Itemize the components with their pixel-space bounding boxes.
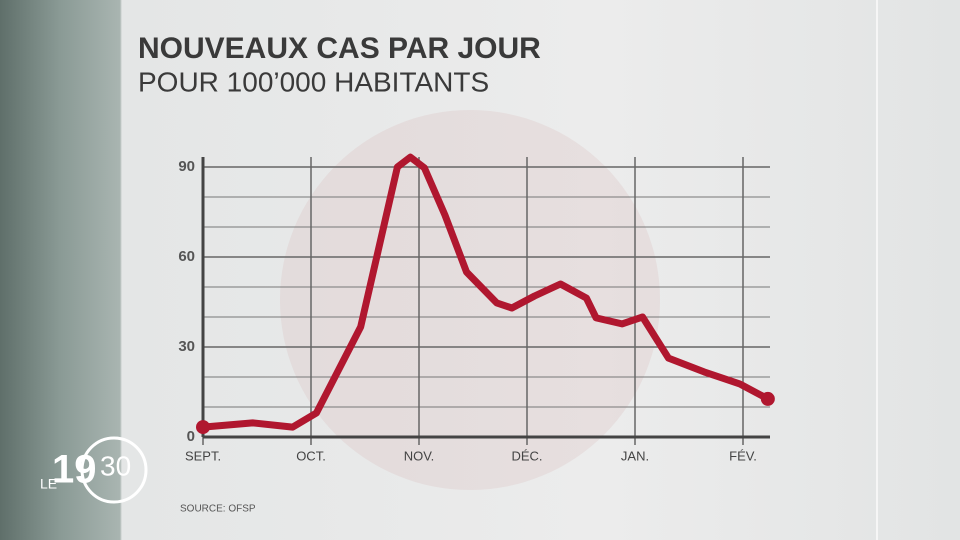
- x-tick-label: DÉC.: [511, 448, 542, 463]
- x-tick-label: OCT.: [296, 448, 326, 463]
- y-tick-label: 60: [178, 248, 195, 265]
- y-tick-label: 30: [178, 338, 195, 355]
- logo-hour: 19: [52, 448, 97, 492]
- logo-minute: 30: [100, 450, 131, 481]
- source: SOURCE: OFSP: [180, 504, 256, 515]
- end-marker: [760, 391, 775, 406]
- logo-ring: [80, 436, 148, 504]
- x-tick-label: FÉV.: [729, 448, 757, 463]
- y-tick-label: 90: [178, 158, 195, 175]
- logo-prefix: LE: [40, 476, 57, 492]
- chart-subtitle: POUR 100’000 HABITANTS: [138, 66, 489, 97]
- chart-title: NOUVEAUX CAS PAR JOUR: [138, 32, 541, 65]
- x-tick-label: NOV.: [404, 448, 435, 463]
- x-tick-label: JAN.: [621, 448, 649, 463]
- data-line: [199, 153, 772, 431]
- x-tick-label: SEPT.: [185, 448, 221, 463]
- y-tick-label: 0: [187, 428, 195, 445]
- end-marker: [196, 420, 210, 435]
- virus-decoration: [280, 110, 660, 490]
